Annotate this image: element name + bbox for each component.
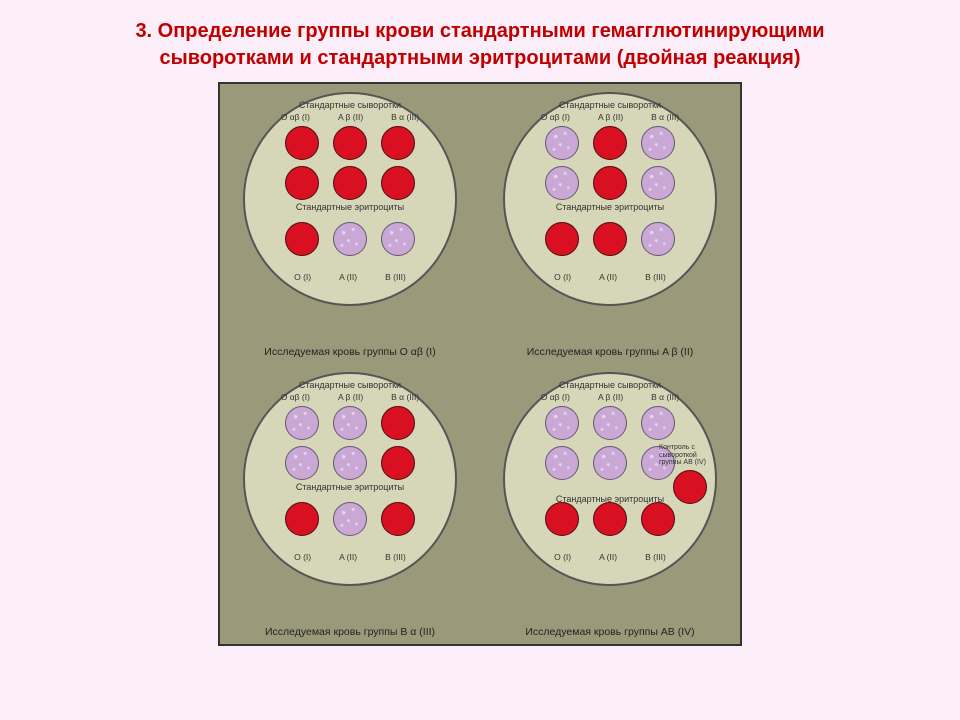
plate-quadrant-2: Стандартные сыворотки Стандартные эритроц… — [220, 364, 480, 644]
spot-agglutination — [285, 406, 319, 440]
title-line-1: 3. Определение группы крови стандартными… — [135, 20, 824, 42]
blood-typing-board: Стандартные сыворотки Стандартные эритроц… — [218, 82, 742, 646]
spot-agglutination — [593, 446, 627, 480]
section-label-serum: Стандартные сыворотки — [245, 380, 455, 390]
section-label-serum: Стандартные сыворотки — [505, 100, 715, 110]
petri-plate: Стандартные сыворотки Стандартные эритроц… — [503, 92, 717, 306]
spot-no-agglutination — [381, 126, 415, 160]
reaction-row — [505, 166, 715, 200]
serum-labels: O αβ (I)A β (II)B α (III) — [505, 392, 715, 402]
serum-labels: O αβ (I)A β (II)B α (III) — [505, 112, 715, 122]
spot-agglutination — [545, 446, 579, 480]
spot-no-agglutination — [381, 166, 415, 200]
spot-no-agglutination — [285, 126, 319, 160]
reaction-row — [245, 502, 455, 536]
serum-labels: O αβ (I)A β (II)B α (III) — [245, 112, 455, 122]
spot-no-agglutination — [545, 502, 579, 536]
spot-no-agglutination — [545, 222, 579, 256]
reaction-row — [245, 446, 455, 480]
petri-plate: Стандартные сыворотки Стандартные эритроц… — [243, 92, 457, 306]
spot-no-agglutination — [593, 166, 627, 200]
rbc-labels: O (I)A (II)B (III) — [505, 272, 715, 282]
spot-no-agglutination — [381, 406, 415, 440]
spot-no-agglutination — [285, 502, 319, 536]
spot-no-agglutination — [333, 166, 367, 200]
spot-agglutination — [333, 446, 367, 480]
rbc-labels: O (I)A (II)B (III) — [505, 552, 715, 562]
title-line-2: сыворотками и стандартными эритроцитами … — [160, 47, 801, 69]
reaction-row — [505, 406, 715, 440]
spot-agglutination — [641, 166, 675, 200]
plate-quadrant-3: Стандартные сывороткиСтандартные эритроц… — [480, 364, 740, 644]
spot-no-agglutination — [381, 446, 415, 480]
spot-agglutination — [545, 406, 579, 440]
reaction-row — [505, 222, 715, 256]
section-label-rbc: Стандартные эритроциты — [505, 202, 715, 212]
spot-agglutination — [641, 126, 675, 160]
plate-caption: Исследуемая кровь группы AB (IV) — [480, 626, 740, 638]
spot-no-agglutination — [593, 502, 627, 536]
spot-agglutination — [285, 446, 319, 480]
spot-agglutination — [641, 222, 675, 256]
rbc-labels: O (I)A (II)B (III) — [245, 272, 455, 282]
reaction-row — [245, 126, 455, 160]
section-label-rbc: Стандартные эритроциты — [245, 482, 455, 492]
plate-caption: Исследуемая кровь группы A β (II) — [480, 346, 740, 358]
control-spot — [673, 470, 707, 504]
spot-no-agglutination — [333, 126, 367, 160]
spot-agglutination — [545, 166, 579, 200]
reaction-row — [245, 406, 455, 440]
rbc-labels: O (I)A (II)B (III) — [245, 552, 455, 562]
reaction-row — [505, 502, 715, 536]
reaction-row — [245, 222, 455, 256]
section-label-rbc: Стандартные эритроциты — [245, 202, 455, 212]
petri-plate: Стандартные сыворотки Стандартные эритроц… — [243, 372, 457, 586]
spot-agglutination — [333, 502, 367, 536]
section-label-serum: Стандартные сыворотки — [505, 380, 715, 390]
spot-agglutination — [333, 222, 367, 256]
spot-no-agglutination — [641, 502, 675, 536]
spot-no-agglutination — [285, 166, 319, 200]
reaction-row — [245, 166, 455, 200]
control-label: Контроль с сывороткой группы AB (IV) — [659, 444, 717, 467]
spot-agglutination — [593, 406, 627, 440]
spot-no-agglutination — [381, 502, 415, 536]
plate-quadrant-0: Стандартные сыворотки Стандартные эритроц… — [220, 84, 480, 364]
plate-caption: Исследуемая кровь группы O αβ (I) — [220, 346, 480, 358]
serum-labels: O αβ (I)A β (II)B α (III) — [245, 392, 455, 402]
spot-no-agglutination — [593, 126, 627, 160]
plate-quadrant-1: Стандартные сыворотки Стандартные эритроц… — [480, 84, 740, 364]
spot-agglutination — [381, 222, 415, 256]
section-label-serum: Стандартные сыворотки — [245, 100, 455, 110]
reaction-row — [505, 126, 715, 160]
plate-caption: Исследуемая кровь группы B α (III) — [220, 626, 480, 638]
spot-no-agglutination — [593, 222, 627, 256]
spot-agglutination — [333, 406, 367, 440]
page-title: 3. Определение группы крови стандартными… — [0, 0, 960, 82]
petri-plate: Стандартные сывороткиСтандартные эритроц… — [503, 372, 717, 586]
spot-agglutination — [641, 406, 675, 440]
spot-agglutination — [545, 126, 579, 160]
spot-no-agglutination — [285, 222, 319, 256]
